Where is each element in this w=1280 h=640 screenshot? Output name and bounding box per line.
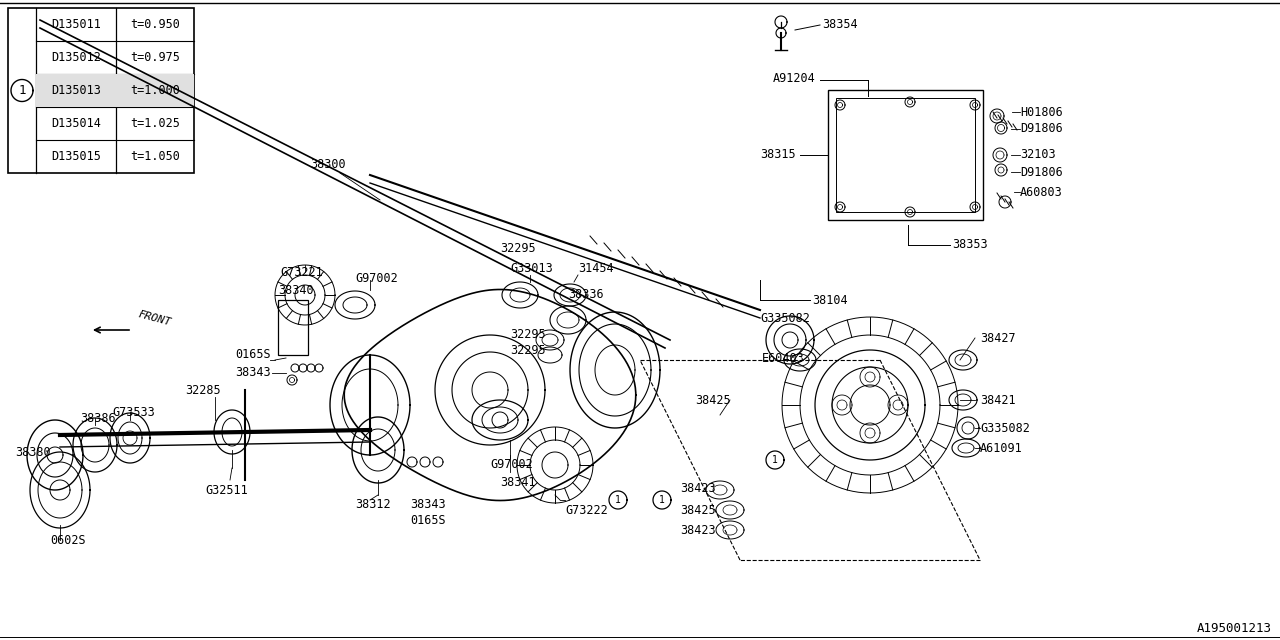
Text: 38300: 38300 bbox=[310, 159, 346, 172]
Text: G335082: G335082 bbox=[980, 422, 1030, 435]
Bar bbox=[836, 98, 975, 212]
Text: E60403: E60403 bbox=[762, 351, 805, 365]
Text: 38343: 38343 bbox=[410, 499, 445, 511]
Text: G73221: G73221 bbox=[280, 266, 323, 278]
Bar bbox=[828, 90, 983, 220]
Text: G73533: G73533 bbox=[113, 406, 155, 419]
Text: FRONT: FRONT bbox=[137, 309, 173, 327]
Text: D135012: D135012 bbox=[51, 51, 101, 64]
Bar bbox=[8, 8, 195, 173]
Text: 38354: 38354 bbox=[822, 19, 858, 31]
Text: 38425: 38425 bbox=[680, 504, 716, 516]
Text: 38423: 38423 bbox=[680, 524, 716, 536]
Text: G33013: G33013 bbox=[509, 262, 553, 275]
Text: G97002: G97002 bbox=[355, 271, 398, 285]
Text: t=1.050: t=1.050 bbox=[131, 150, 180, 163]
Text: 32295: 32295 bbox=[509, 328, 545, 342]
Text: 0165S: 0165S bbox=[410, 513, 445, 527]
Text: H01806: H01806 bbox=[1020, 106, 1062, 118]
Bar bbox=[278, 300, 308, 355]
Text: 1: 1 bbox=[616, 495, 621, 505]
Text: 38315: 38315 bbox=[760, 148, 796, 161]
Text: 38423: 38423 bbox=[680, 481, 716, 495]
Text: D135014: D135014 bbox=[51, 117, 101, 130]
Text: 38386: 38386 bbox=[79, 412, 115, 424]
Text: 38353: 38353 bbox=[952, 239, 988, 252]
Text: A61091: A61091 bbox=[980, 442, 1023, 454]
Bar bbox=[36, 74, 195, 107]
Text: 38425: 38425 bbox=[695, 394, 731, 406]
Text: G73222: G73222 bbox=[564, 504, 608, 516]
Text: 31454: 31454 bbox=[579, 262, 613, 275]
Text: 38343: 38343 bbox=[236, 367, 270, 380]
Text: 38104: 38104 bbox=[812, 294, 847, 307]
Text: 38336: 38336 bbox=[568, 289, 604, 301]
Text: 32103: 32103 bbox=[1020, 148, 1056, 161]
Text: 38427: 38427 bbox=[980, 332, 1015, 344]
Text: 32285: 32285 bbox=[186, 383, 220, 397]
Text: 38312: 38312 bbox=[355, 499, 390, 511]
Text: 32295: 32295 bbox=[509, 344, 545, 356]
Text: A195001213: A195001213 bbox=[1197, 621, 1272, 634]
Text: 0165S: 0165S bbox=[236, 349, 270, 362]
Text: A60803: A60803 bbox=[1020, 186, 1062, 198]
Text: 38341: 38341 bbox=[500, 476, 535, 488]
Text: 0602S: 0602S bbox=[50, 534, 86, 547]
Text: D91806: D91806 bbox=[1020, 166, 1062, 179]
Text: 38340: 38340 bbox=[278, 284, 314, 296]
Text: 32295: 32295 bbox=[500, 241, 535, 255]
Text: t=0.975: t=0.975 bbox=[131, 51, 180, 64]
Text: 38421: 38421 bbox=[980, 394, 1015, 406]
Text: G32511: G32511 bbox=[205, 483, 248, 497]
Text: D91806: D91806 bbox=[1020, 122, 1062, 136]
Text: D135011: D135011 bbox=[51, 18, 101, 31]
Text: 1: 1 bbox=[659, 495, 664, 505]
Text: D135013: D135013 bbox=[51, 84, 101, 97]
Text: G97002: G97002 bbox=[490, 458, 532, 472]
Text: A91204: A91204 bbox=[773, 72, 817, 84]
Text: t=1.025: t=1.025 bbox=[131, 117, 180, 130]
Text: G335082: G335082 bbox=[760, 312, 810, 324]
Text: t=0.950: t=0.950 bbox=[131, 18, 180, 31]
Text: 1: 1 bbox=[18, 84, 26, 97]
Text: 1: 1 bbox=[772, 455, 778, 465]
Text: D135015: D135015 bbox=[51, 150, 101, 163]
Text: t=1.000: t=1.000 bbox=[131, 84, 180, 97]
Text: 38380: 38380 bbox=[15, 445, 51, 458]
